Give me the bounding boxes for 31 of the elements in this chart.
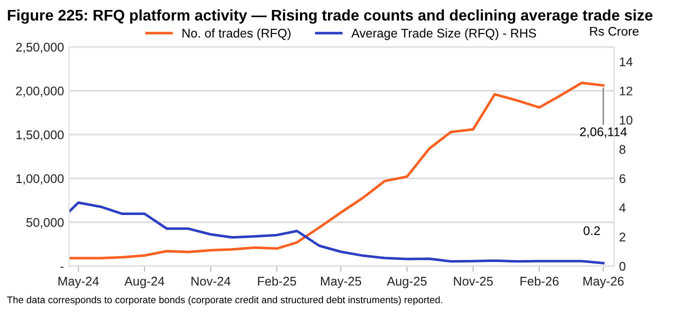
y-tick-label: 50,000 [26,218,64,228]
line-series [69,201,605,264]
y2-tick-label: 2 [620,232,626,242]
y2-axis-title: Rs Crore [590,26,639,36]
y-tick-label: 1,50,000 [16,130,64,141]
x-tick-label: Nov-24 [192,276,230,286]
y-tick-label: - [60,266,64,268]
x-tick-label: May-24 [58,276,99,288]
annotation: 2,06,114 [580,127,627,138]
annotation: 0.2 [584,226,600,236]
chart-title: Figure 225: RFQ platform activity — Rising trade counts and declining average trade size [8,9,652,24]
y2-tick-label: 10 [620,116,632,125]
x-tick-label: Aug-24 [124,276,164,288]
x-tick-label: May-25 [321,276,362,288]
y-tick-label: 2,00,000 [16,86,64,97]
legend-label: No. of trades (RFQ) [182,28,291,40]
y2-tick-label: 12 [620,86,632,96]
text: The data corresponds to corporate bonds (corporate credit and structured debt instruments) reported. [7,296,442,306]
y2-tick-label: 8 [620,144,626,154]
y2-tick-label: 14 [620,57,632,66]
y-tick-label: 1,00,000 [16,174,64,185]
y-tick-label: 2,50,000 [16,42,64,54]
x-tick-label: Feb-25 [258,276,296,286]
x-tick-label: Nov-25 [454,276,493,286]
x-tick-label: Aug-25 [386,276,427,288]
y2-tick-label: 0 [619,262,626,271]
x-tick-label: Feb-26 [520,276,559,286]
x-tick-label: May-26 [584,276,624,288]
legend-label: Average Trade Size (RFQ) - RHS [351,28,536,40]
y2-tick-label: 4 [619,204,626,212]
y2-tick-label: 6 [620,174,626,184]
